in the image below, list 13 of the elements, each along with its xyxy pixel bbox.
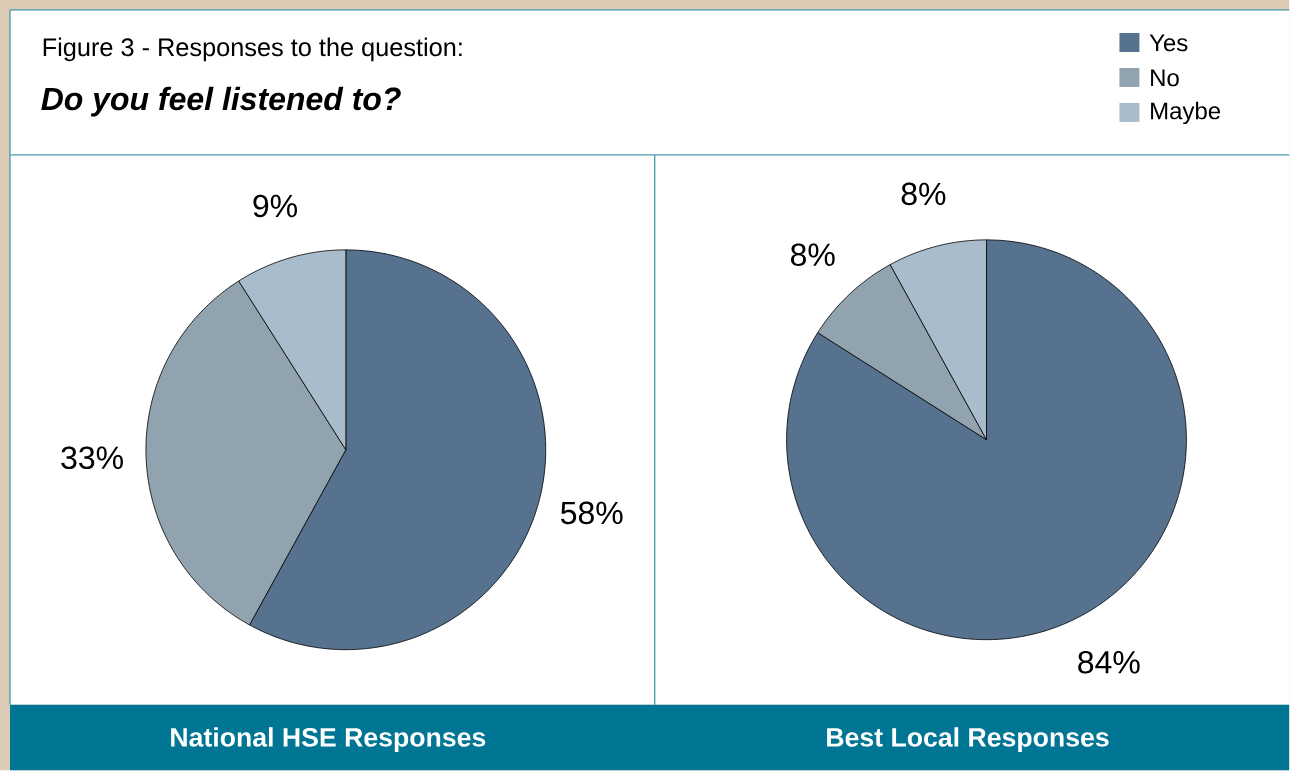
- data-label: 9%: [253, 194, 297, 218]
- text: Best Local Responses: [827, 727, 1109, 753]
- chart-title: Figure 3 - Responses to the question:: [43, 37, 462, 62]
- text: National HSE Responses: [171, 727, 486, 753]
- data-label: 84%: [1078, 651, 1140, 674]
- data-label: 33%: [61, 446, 123, 470]
- data-label: 58%: [560, 501, 623, 525]
- legend-label: Maybe: [1151, 101, 1221, 125]
- legend-label: No: [1151, 69, 1179, 87]
- data-label: 8%: [790, 243, 835, 267]
- data-label: 8%: [901, 182, 946, 206]
- chart-subtitle: Do you feel listened to?: [41, 86, 401, 117]
- legend-label: Yes: [1149, 34, 1188, 52]
